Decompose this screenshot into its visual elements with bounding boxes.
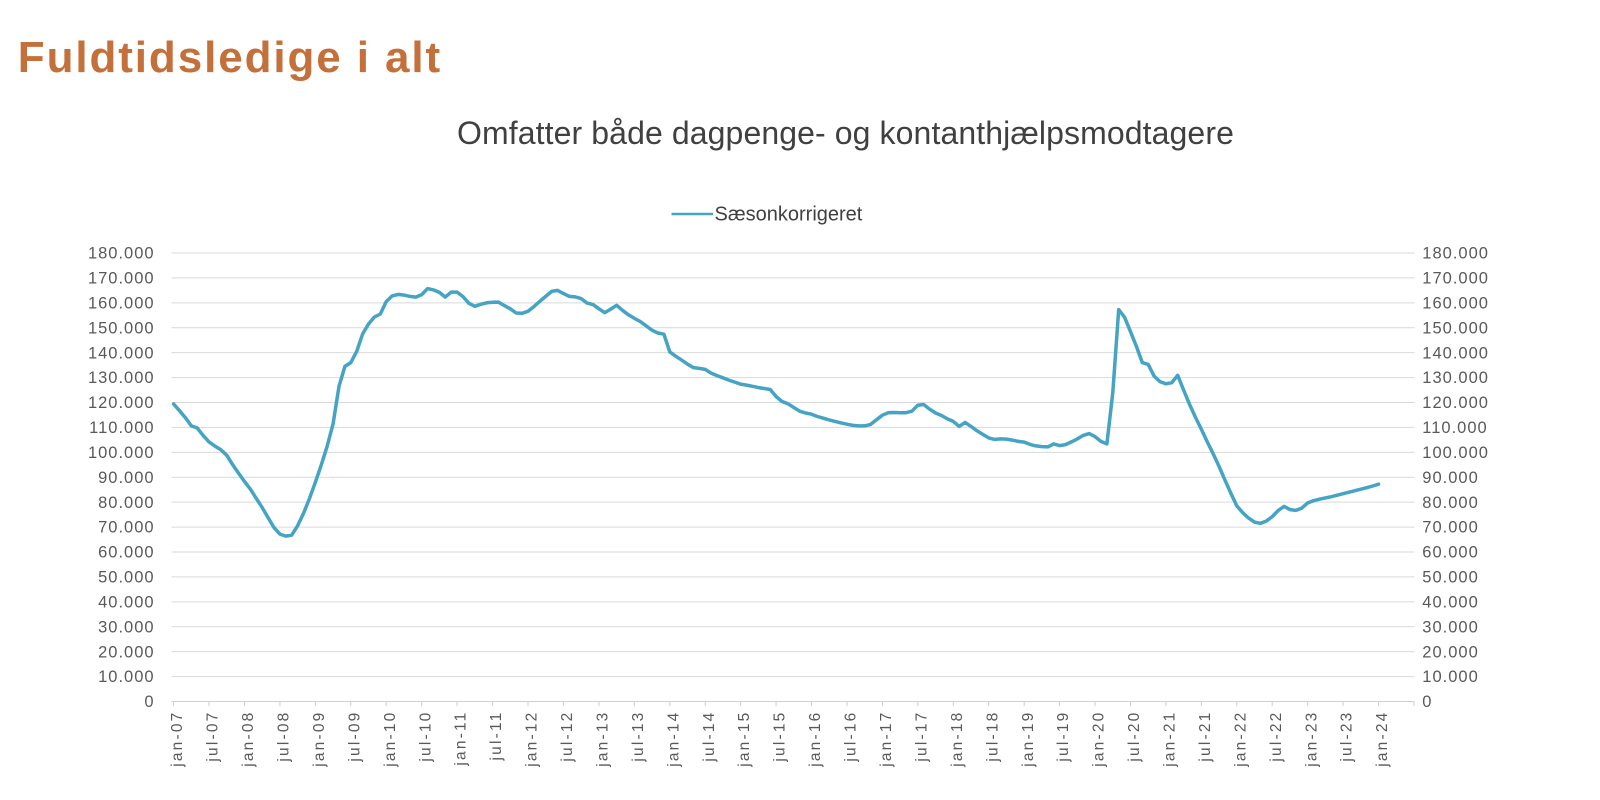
svg-text:jan-24: jan-24 bbox=[1374, 711, 1391, 768]
svg-text:170.000: 170.000 bbox=[88, 270, 155, 288]
svg-text:jan-10: jan-10 bbox=[382, 711, 399, 768]
svg-text:jan-17: jan-17 bbox=[878, 711, 895, 768]
svg-text:jul-09: jul-09 bbox=[346, 711, 363, 763]
svg-text:70.000: 70.000 bbox=[1422, 519, 1478, 537]
svg-text:120.000: 120.000 bbox=[88, 394, 155, 412]
svg-text:80.000: 80.000 bbox=[1422, 494, 1478, 512]
svg-text:jul-22: jul-22 bbox=[1268, 711, 1285, 763]
svg-text:Sæsonkorrigeret: Sæsonkorrigeret bbox=[715, 204, 863, 226]
svg-text:40.000: 40.000 bbox=[98, 593, 154, 611]
svg-text:0: 0 bbox=[1422, 693, 1432, 711]
svg-text:130.000: 130.000 bbox=[88, 369, 155, 387]
svg-text:jul-12: jul-12 bbox=[559, 711, 576, 763]
svg-text:50.000: 50.000 bbox=[1422, 569, 1478, 587]
svg-text:jan-20: jan-20 bbox=[1091, 711, 1108, 768]
svg-text:jan-19: jan-19 bbox=[1020, 711, 1037, 768]
svg-text:50.000: 50.000 bbox=[98, 569, 154, 587]
svg-text:jul-07: jul-07 bbox=[205, 711, 222, 763]
svg-text:150.000: 150.000 bbox=[88, 319, 155, 337]
svg-text:10.000: 10.000 bbox=[98, 668, 154, 686]
svg-text:20.000: 20.000 bbox=[98, 643, 154, 661]
svg-text:jul-18: jul-18 bbox=[984, 711, 1001, 763]
svg-text:90.000: 90.000 bbox=[1422, 469, 1478, 487]
svg-text:110.000: 110.000 bbox=[1422, 419, 1487, 437]
svg-text:jul-10: jul-10 bbox=[417, 711, 434, 763]
svg-text:jul-08: jul-08 bbox=[276, 711, 293, 763]
svg-text:jul-14: jul-14 bbox=[701, 711, 718, 763]
svg-text:30.000: 30.000 bbox=[98, 618, 154, 636]
svg-text:180.000: 180.000 bbox=[1422, 245, 1489, 263]
svg-text:10.000: 10.000 bbox=[1422, 668, 1478, 686]
svg-text:160.000: 160.000 bbox=[1422, 294, 1489, 312]
svg-text:jan-18: jan-18 bbox=[949, 711, 966, 768]
svg-text:20.000: 20.000 bbox=[1422, 643, 1478, 661]
svg-text:0: 0 bbox=[144, 693, 154, 711]
svg-text:jan-23: jan-23 bbox=[1303, 711, 1320, 768]
svg-text:30.000: 30.000 bbox=[1422, 618, 1478, 636]
svg-text:jan-09: jan-09 bbox=[311, 711, 328, 768]
svg-text:jan-21: jan-21 bbox=[1162, 711, 1179, 768]
svg-text:100.000: 100.000 bbox=[1422, 444, 1489, 462]
svg-text:jan-14: jan-14 bbox=[665, 711, 682, 768]
svg-text:jul-11: jul-11 bbox=[488, 711, 505, 762]
svg-text:jan-13: jan-13 bbox=[595, 711, 612, 768]
svg-text:60.000: 60.000 bbox=[98, 544, 154, 562]
svg-text:140.000: 140.000 bbox=[1422, 344, 1489, 362]
svg-text:jan-15: jan-15 bbox=[736, 711, 753, 768]
svg-text:110.000: 110.000 bbox=[89, 419, 154, 437]
svg-text:jul-16: jul-16 bbox=[843, 711, 860, 763]
svg-text:170.000: 170.000 bbox=[1422, 270, 1489, 288]
svg-text:jul-20: jul-20 bbox=[1126, 711, 1143, 763]
svg-text:jul-21: jul-21 bbox=[1197, 711, 1214, 763]
svg-text:jan-12: jan-12 bbox=[524, 711, 541, 768]
svg-text:130.000: 130.000 bbox=[1422, 369, 1489, 387]
svg-text:jul-15: jul-15 bbox=[772, 711, 789, 763]
svg-text:jan-22: jan-22 bbox=[1232, 711, 1249, 768]
svg-text:jan-16: jan-16 bbox=[807, 711, 824, 768]
svg-text:120.000: 120.000 bbox=[1422, 394, 1489, 412]
svg-text:150.000: 150.000 bbox=[1422, 319, 1489, 337]
svg-text:90.000: 90.000 bbox=[98, 469, 154, 487]
svg-text:jan-07: jan-07 bbox=[169, 711, 186, 768]
svg-text:jul-23: jul-23 bbox=[1339, 711, 1356, 763]
svg-text:jul-17: jul-17 bbox=[913, 711, 930, 763]
svg-text:140.000: 140.000 bbox=[88, 344, 155, 362]
svg-text:180.000: 180.000 bbox=[88, 245, 155, 263]
svg-text:160.000: 160.000 bbox=[88, 294, 155, 312]
svg-text:jan-08: jan-08 bbox=[240, 711, 257, 768]
svg-text:40.000: 40.000 bbox=[1422, 593, 1478, 611]
svg-text:70.000: 70.000 bbox=[98, 519, 154, 537]
svg-text:80.000: 80.000 bbox=[98, 494, 154, 512]
svg-text:jul-13: jul-13 bbox=[630, 711, 647, 763]
svg-text:100.000: 100.000 bbox=[88, 444, 155, 462]
svg-text:jan-11: jan-11 bbox=[453, 711, 470, 767]
svg-text:60.000: 60.000 bbox=[1422, 544, 1478, 562]
svg-text:jul-19: jul-19 bbox=[1055, 711, 1072, 763]
